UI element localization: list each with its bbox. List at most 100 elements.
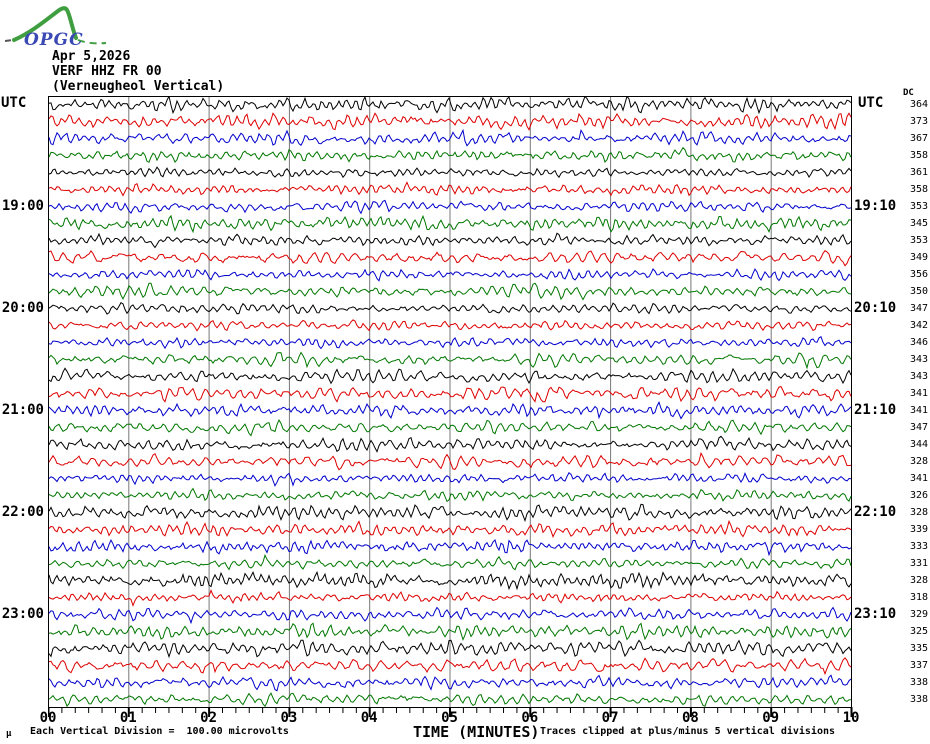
seismogram-trace-2010: [48, 319, 852, 332]
time-tick-label: 10: [842, 710, 860, 726]
seismogram-trace-2040: [48, 367, 852, 385]
dc-value: 335: [909, 642, 928, 654]
seismogram-trace-2020: [48, 335, 852, 350]
dc-value: 342: [909, 319, 928, 331]
seismogram-trace-2120: [48, 435, 852, 453]
logo-mountain-curve: [12, 6, 78, 42]
time-tick-label: 02: [200, 710, 218, 726]
seismogram-plot-area: [48, 94, 852, 708]
time-tick-label: 04: [360, 710, 378, 726]
logo-dash-right: [77, 39, 107, 45]
dc-value: 329: [909, 608, 928, 620]
dc-value: 346: [909, 336, 928, 348]
dc-value: 328: [909, 506, 928, 518]
time-tick-label: 05: [441, 710, 458, 726]
seismogram-trace-1940: [48, 268, 852, 282]
dc-value: 358: [909, 149, 928, 161]
dc-value: 361: [909, 166, 928, 178]
dc-value: 364: [909, 98, 928, 110]
dc-value: 337: [909, 659, 928, 671]
time-axis-ticks: [48, 707, 853, 717]
seismogram-trace-2140: [48, 472, 852, 487]
seismogram-trace-2200: [48, 503, 852, 523]
logo-text: OPGC: [24, 30, 84, 50]
utc-label-left: 23:00: [1, 606, 44, 622]
dc-value: 326: [909, 489, 928, 501]
seismogram-trace-2320: [48, 639, 852, 659]
seismogram-trace-2130: [48, 451, 852, 471]
time-tick-label: 03: [280, 710, 298, 726]
utc-label-left: 22:00: [1, 504, 44, 520]
utc-label-right: 22:10: [854, 504, 897, 520]
dc-value: 328: [909, 574, 928, 586]
dc-value: 331: [909, 557, 928, 569]
utc-axis-title-right: UTC: [858, 95, 884, 111]
seismogram-trace-1840: [48, 166, 852, 179]
dc-value: 341: [909, 387, 928, 399]
utc-label-right: 23:10: [854, 606, 897, 622]
station-name: (Verneugheol Vertical): [52, 79, 225, 94]
time-axis-title: TIME (MINUTES): [413, 723, 540, 741]
seismogram-trace-1850: [48, 181, 852, 197]
seismogram-trace-2210: [48, 519, 852, 539]
dc-value: 347: [909, 421, 928, 433]
seismogram-trace-2030: [48, 351, 852, 370]
seismogram-trace-1910: [48, 214, 852, 234]
seismogram-trace-2150: [48, 487, 852, 503]
dc-value: 349: [909, 251, 928, 263]
dc-value: 341: [909, 404, 928, 416]
dc-value: 338: [909, 676, 928, 688]
dc-value: 358: [909, 183, 928, 195]
seismogram-trace-2110: [48, 419, 852, 437]
dc-value: 373: [909, 115, 928, 127]
seismogram-trace-2250: [48, 589, 852, 607]
dc-value: 350: [909, 285, 928, 297]
dc-column-header: DC: [903, 88, 914, 98]
seismogram-trace-2240: [48, 570, 852, 591]
time-tick-label: 07: [601, 710, 619, 726]
seismogram-trace-2220: [48, 538, 852, 557]
seismogram-trace-1900: [48, 199, 852, 215]
utc-axis-title-left: UTC: [1, 95, 27, 111]
dc-value: 318: [909, 591, 928, 603]
seismogram-trace-1830: [48, 146, 852, 164]
dc-value: 353: [909, 200, 928, 212]
utc-label-left: 19:00: [1, 198, 44, 214]
seismogram-trace-2050: [48, 386, 852, 403]
dc-value: 325: [909, 625, 928, 637]
seismogram-trace-1820: [48, 128, 852, 147]
seismogram-trace-1800: [48, 94, 852, 115]
dc-value: 367: [909, 132, 928, 144]
time-tick-label: 00: [39, 710, 57, 726]
seismogram-trace-2310: [48, 622, 852, 642]
dc-value: 356: [909, 268, 928, 280]
clip-note: Traces clipped at plus/minus 5 vertical …: [540, 726, 836, 737]
dc-value: 347: [909, 302, 928, 314]
station-code: VERF HHZ FR 00: [52, 64, 162, 79]
seismogram-trace-2340: [48, 674, 852, 692]
dc-value: 341: [909, 472, 928, 484]
seismogram-trace-1810: [48, 112, 852, 131]
dc-value: 339: [909, 523, 928, 535]
time-tick-label: 06: [521, 710, 539, 726]
opgc-logo: OPGC: [4, 6, 107, 50]
dc-value: 353: [909, 234, 928, 246]
seismogram-trace-1920: [48, 232, 852, 249]
dc-value: 344: [909, 438, 928, 450]
time-tick-label: 09: [762, 710, 780, 726]
utc-label-right: 21:10: [854, 402, 897, 418]
dc-value: 328: [909, 455, 928, 467]
utc-label-left: 21:00: [1, 402, 44, 418]
utc-label-right: 20:10: [854, 300, 897, 316]
logo-dash-left: [4, 39, 14, 42]
seismogram-trace-1930: [48, 250, 852, 267]
seismogram-canvas: [48, 94, 852, 708]
dc-value: 338: [909, 693, 928, 705]
dc-value: 345: [909, 217, 928, 229]
seismogram-trace-2000: [48, 302, 852, 315]
plot-date: Apr 5,2026: [52, 49, 131, 64]
seismogram-trace-2300: [48, 606, 852, 625]
time-tick-label: 01: [119, 710, 137, 726]
seismogram-trace-2230: [48, 553, 852, 571]
